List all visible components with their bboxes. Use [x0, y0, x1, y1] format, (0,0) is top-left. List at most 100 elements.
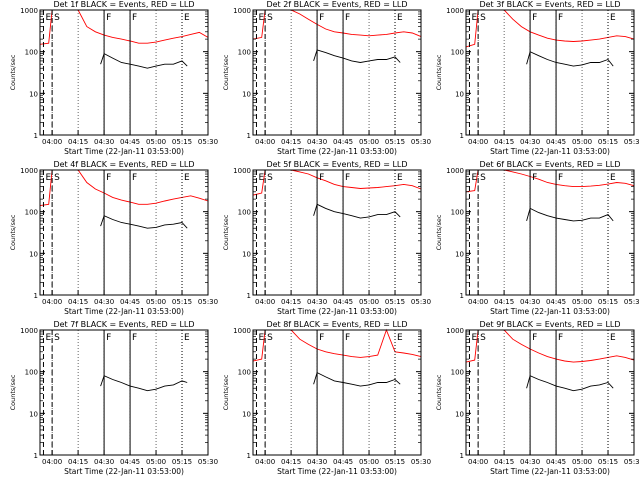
- x-tick-label: 04:15: [68, 138, 88, 146]
- series-black-line: [100, 52, 188, 69]
- x-tick-label: 05:00: [572, 458, 592, 466]
- y-tick-label: 100: [25, 369, 38, 377]
- marker-label: F: [319, 173, 324, 183]
- marker-label: E: [258, 173, 264, 183]
- x-tick-label: 04:15: [281, 138, 301, 146]
- x-tick-label: 04:15: [494, 138, 514, 146]
- marker-label: S: [54, 13, 60, 23]
- x-tick-label: 05:00: [359, 458, 379, 466]
- y-axis-label: Counts/sec: [222, 374, 230, 410]
- marker-label: F: [319, 13, 324, 23]
- x-tick-label: 05:00: [146, 458, 166, 466]
- y-axis-label: Counts/sec: [9, 54, 17, 90]
- x-tick-label: 04:30: [520, 458, 540, 466]
- marker-label: F: [106, 333, 111, 343]
- y-tick-label: 100: [238, 49, 251, 57]
- x-tick-label: 04:15: [281, 298, 301, 306]
- x-tick-label: 04:00: [255, 298, 275, 306]
- x-tick-label: 05:00: [359, 298, 379, 306]
- x-tick-label: 05:15: [598, 298, 618, 306]
- x-tick-label: 04:00: [468, 138, 488, 146]
- y-axis-label: Counts/sec: [435, 214, 443, 250]
- series-black-line: [100, 215, 188, 229]
- chart-title: Det 2f BLACK = Events, RED = LLD: [266, 0, 407, 9]
- x-tick-label: 04:30: [94, 138, 114, 146]
- x-tick-label: 04:00: [42, 138, 62, 146]
- x-tick-label: 05:30: [624, 458, 640, 466]
- y-tick-label: 1: [34, 292, 38, 300]
- x-tick-label: 04:30: [520, 298, 540, 306]
- y-tick-label: 1000: [233, 327, 251, 335]
- marker-label: F: [558, 13, 563, 23]
- marker-label: F: [345, 333, 350, 343]
- series-black-line: [313, 203, 401, 219]
- x-tick-label: 04:15: [494, 458, 514, 466]
- y-tick-label: 1000: [446, 7, 464, 15]
- x-tick-label: 05:15: [172, 298, 192, 306]
- y-tick-label: 100: [451, 209, 464, 217]
- y-tick-label: 10: [29, 90, 38, 98]
- series-red-line: [465, 169, 635, 193]
- y-tick-label: 100: [451, 369, 464, 377]
- chart-title: Det 7f BLACK = Events, RED = LLD: [53, 320, 194, 329]
- x-tick-label: 04:00: [255, 458, 275, 466]
- marker-label: F: [532, 333, 537, 343]
- y-tick-label: 10: [242, 410, 251, 418]
- marker-label: S: [54, 173, 60, 183]
- plot-frame: [465, 9, 635, 136]
- plot-frame: [39, 329, 209, 456]
- marker-label: E: [258, 13, 264, 23]
- marker-label: F: [132, 173, 137, 183]
- series-black-line: [313, 371, 401, 387]
- y-tick-label: 10: [29, 250, 38, 258]
- x-tick-label: 04:45: [120, 138, 140, 146]
- y-tick-label: 1000: [20, 7, 38, 15]
- marker-label: E: [397, 333, 403, 343]
- x-axis-label: Start Time (22-Jan-11 03:53:00): [64, 467, 184, 476]
- chart-title: Det 8f BLACK = Events, RED = LLD: [266, 320, 407, 329]
- marker-label: E: [610, 13, 616, 23]
- plot-frame: [252, 169, 422, 296]
- series-red-line: [252, 169, 422, 196]
- plot-frame: [252, 329, 422, 456]
- x-tick-label: 05:00: [146, 298, 166, 306]
- x-tick-label: 04:30: [94, 298, 114, 306]
- marker-label: S: [267, 333, 273, 343]
- x-tick-label: 04:00: [42, 458, 62, 466]
- marker-label: E: [397, 13, 403, 23]
- x-axis-label: Start Time (22-Jan-11 03:53:00): [277, 147, 397, 156]
- x-tick-label: 04:00: [468, 458, 488, 466]
- y-tick-label: 1: [247, 132, 251, 140]
- x-tick-label: 04:45: [333, 298, 353, 306]
- marker-label: F: [345, 173, 350, 183]
- series-black-line: [313, 49, 401, 63]
- x-tick-label: 04:30: [307, 138, 327, 146]
- y-tick-label: 10: [242, 90, 251, 98]
- marker-label: F: [132, 333, 137, 343]
- marker-label: E: [45, 333, 51, 343]
- chart-title: Det 1f BLACK = Events, RED = LLD: [53, 0, 194, 9]
- x-tick-label: 04:15: [281, 458, 301, 466]
- marker-label: F: [558, 173, 563, 183]
- y-axis-label: Counts/sec: [222, 214, 230, 250]
- marker-label: F: [558, 333, 563, 343]
- y-axis-label: Counts/sec: [9, 214, 17, 250]
- y-tick-label: 1000: [446, 327, 464, 335]
- marker-label: S: [267, 173, 273, 183]
- x-tick-label: 04:45: [546, 138, 566, 146]
- x-tick-label: 05:30: [198, 298, 218, 306]
- chart-title: Det 9f BLACK = Events, RED = LLD: [479, 320, 620, 329]
- marker-label: E: [397, 173, 403, 183]
- y-tick-label: 1000: [446, 167, 464, 175]
- series-red-line: [252, 328, 422, 362]
- x-tick-label: 05:30: [624, 298, 640, 306]
- plot-frame: [39, 169, 209, 296]
- marker-label: F: [132, 13, 137, 23]
- x-axis-label: Start Time (22-Jan-11 03:53:00): [277, 467, 397, 476]
- plot-frame: [252, 9, 422, 136]
